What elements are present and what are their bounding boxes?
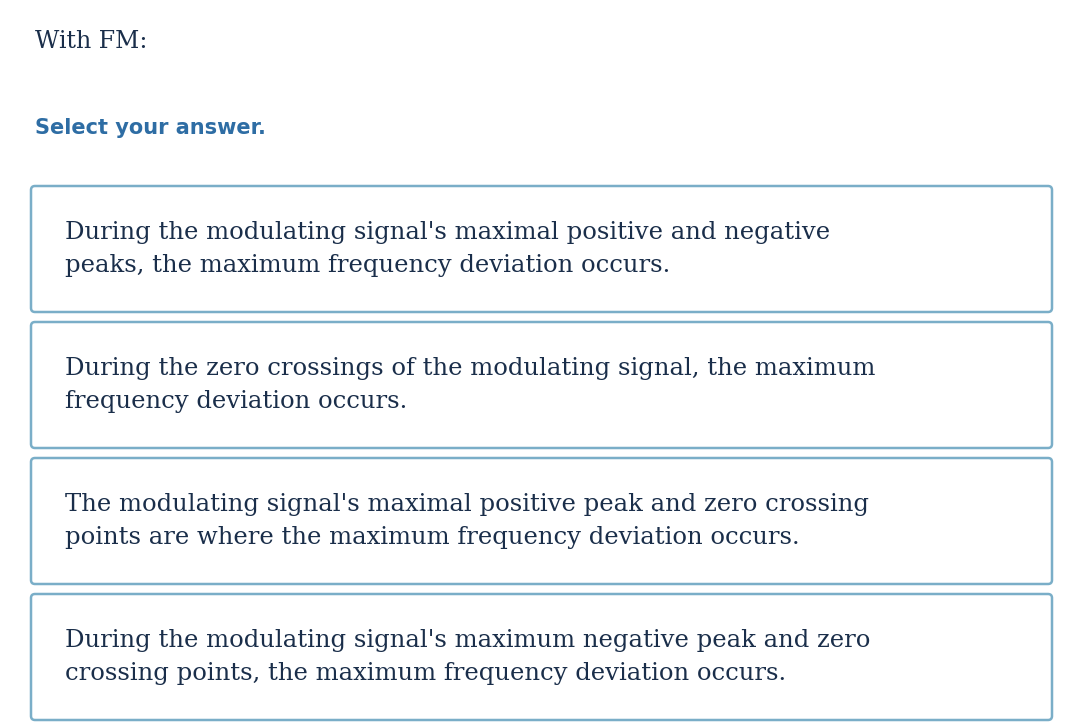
FancyBboxPatch shape (31, 458, 1052, 584)
Text: During the zero crossings of the modulating signal, the maximum
frequency deviat: During the zero crossings of the modulat… (65, 357, 875, 413)
FancyBboxPatch shape (31, 594, 1052, 720)
Text: During the modulating signal's maximum negative peak and zero
crossing points, t: During the modulating signal's maximum n… (65, 629, 871, 685)
Text: During the modulating signal's maximal positive and negative
peaks, the maximum : During the modulating signal's maximal p… (65, 221, 830, 277)
FancyBboxPatch shape (31, 186, 1052, 312)
Text: With FM:: With FM: (35, 30, 148, 53)
Text: Select your answer.: Select your answer. (35, 118, 265, 138)
Text: The modulating signal's maximal positive peak and zero crossing
points are where: The modulating signal's maximal positive… (65, 493, 869, 549)
FancyBboxPatch shape (31, 322, 1052, 448)
